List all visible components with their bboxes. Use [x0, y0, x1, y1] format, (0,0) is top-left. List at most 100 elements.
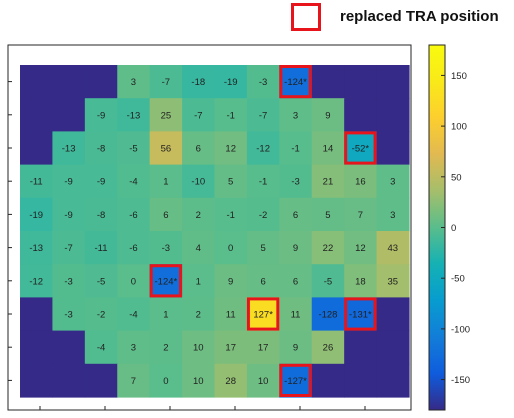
replaced-markers [149, 65, 377, 397]
cell-value-label: -3 [162, 243, 170, 254]
heatmap-cell [84, 197, 118, 232]
cell-value-label: -5 [129, 144, 137, 155]
heatmap-cell [117, 65, 151, 99]
heatmap-cell [117, 197, 151, 232]
heatmap-cell [20, 164, 54, 199]
cell-value-label: 3 [390, 210, 395, 221]
heatmap-cell [149, 164, 183, 199]
cell-value-label: 2 [196, 310, 201, 321]
heatmap-cell [182, 363, 216, 398]
cell-value-label: 6 [163, 210, 168, 221]
replaced-position-marker [279, 363, 312, 397]
cell-value-label: -18 [191, 77, 205, 88]
cell-value-label: 5 [260, 243, 265, 254]
heatmap-cell [344, 330, 378, 365]
cell-value-label: -19 [224, 77, 238, 88]
cell-value-label: 18 [355, 276, 366, 287]
replaced-position-marker [344, 297, 377, 331]
cell-value-label: 14 [323, 144, 334, 155]
cell-value-label: -1 [226, 210, 234, 221]
cell-value-label: 21 [323, 177, 334, 188]
colorbar: 150 100 50 0 -50 -100 -150 [428, 44, 470, 411]
cell-value-label: 17 [258, 343, 269, 354]
legend-label: replaced TRA position [340, 8, 499, 25]
cell-value-label: -12 [256, 144, 270, 155]
heatmap-cell [376, 98, 410, 132]
heatmap-cell [214, 98, 248, 132]
cell-value-label: -1 [291, 144, 299, 155]
heatmap-cell [182, 98, 216, 132]
colorbar-tick-label: -50 [451, 274, 465, 285]
heatmap-cell [214, 363, 248, 398]
heatmap-cell [279, 363, 313, 398]
heatmap-cell [311, 98, 345, 132]
heatmap-cell [117, 131, 151, 166]
cell-value-label: -124* [155, 276, 178, 287]
cell-value-label: 6 [260, 276, 265, 287]
heatmap-cell [344, 264, 378, 298]
colorbar-tick-label: 150 [451, 71, 467, 82]
cell-value-label: 5 [228, 177, 233, 188]
heatmap-cell [246, 197, 280, 232]
heatmap-cell [149, 264, 183, 298]
replaced-position-marker [149, 264, 183, 298]
cell-value-label: 6 [293, 276, 298, 287]
heatmap-cell [117, 98, 151, 132]
heatmap-cell [182, 264, 216, 298]
cell-value-label: 43 [388, 243, 399, 254]
cell-value-label: -131* [349, 310, 372, 321]
heatmap-cell [344, 197, 378, 232]
cell-value-label: -124* [284, 77, 307, 88]
cell-value-label: -9 [97, 110, 105, 121]
heatmap-cell [376, 264, 410, 298]
cell-value-label: 0 [131, 276, 136, 287]
heatmap-cell [311, 363, 345, 398]
cell-value-label: 4 [196, 243, 201, 254]
cell-value-label: -9 [64, 177, 72, 188]
cell-value-label: -5 [324, 276, 332, 287]
heatmap-cell [117, 264, 151, 298]
heatmap-cell [182, 65, 216, 99]
heatmap-cell [84, 164, 118, 199]
heatmap-cell [84, 131, 118, 166]
heatmap-cell [149, 98, 183, 132]
heatmap-cell [117, 231, 151, 265]
heatmap-cell [214, 297, 248, 332]
cell-value-label: -127* [284, 376, 307, 387]
replaced-position-marker [344, 131, 377, 165]
heatmap-cell [149, 131, 183, 166]
heatmap-cell [117, 164, 151, 199]
cell-value-label: 1 [196, 276, 201, 287]
cell-value-label: 9 [228, 276, 233, 287]
heatmap-cell [182, 231, 216, 265]
heatmap-cell [279, 164, 313, 199]
heatmap-cell [182, 330, 216, 365]
heatmap-cell [376, 297, 410, 332]
heatmap-cell [344, 164, 378, 199]
cell-value-label: 0 [228, 243, 233, 254]
heatmap-cell [246, 330, 280, 365]
heatmap-cell [344, 363, 378, 398]
cell-labels: 3 -7 -18 -19 -3 -124*-9 -13 25 -7 -1 -7 3 9-13 -8 -5 56… [29, 77, 398, 387]
heatmap-cell [246, 164, 280, 199]
heatmap-cell [20, 297, 54, 332]
cell-value-label: 3 [293, 110, 298, 121]
cell-value-label: -19 [29, 210, 43, 221]
colorbar-tick-label: -100 [451, 324, 470, 335]
heatmap-cell [182, 131, 216, 166]
heatmap-cell [149, 197, 183, 232]
heatmap-cell [279, 297, 313, 332]
cell-value-label: -11 [30, 177, 43, 188]
heatmap-cell [344, 131, 378, 166]
heatmap-cell [246, 264, 280, 298]
heatmap-cell [84, 231, 118, 265]
heatmap-cell [376, 65, 410, 99]
cell-value-label: 1 [163, 310, 168, 321]
heatmap-cell [182, 197, 216, 232]
replaced-position-marker [279, 65, 312, 99]
cell-value-label: -2 [259, 210, 267, 221]
cell-value-label: 6 [293, 210, 298, 221]
cell-value-label: 2 [163, 343, 168, 354]
cell-value-label: -13 [62, 144, 76, 155]
heatmap-cell [311, 164, 345, 199]
